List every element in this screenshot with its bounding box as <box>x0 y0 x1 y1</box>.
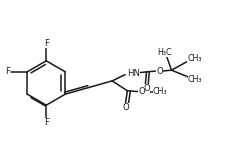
Text: F: F <box>5 67 10 76</box>
Text: CH₃: CH₃ <box>187 54 202 63</box>
Text: H₃C: H₃C <box>157 48 172 57</box>
Text: CH₃: CH₃ <box>153 87 167 96</box>
Text: F: F <box>44 39 49 48</box>
Text: CH₃: CH₃ <box>188 75 202 84</box>
Text: HN: HN <box>127 69 140 78</box>
Text: O: O <box>143 84 150 93</box>
Text: O: O <box>156 67 163 76</box>
Text: F: F <box>44 118 49 127</box>
Text: O: O <box>123 103 129 112</box>
Text: O: O <box>138 87 145 96</box>
